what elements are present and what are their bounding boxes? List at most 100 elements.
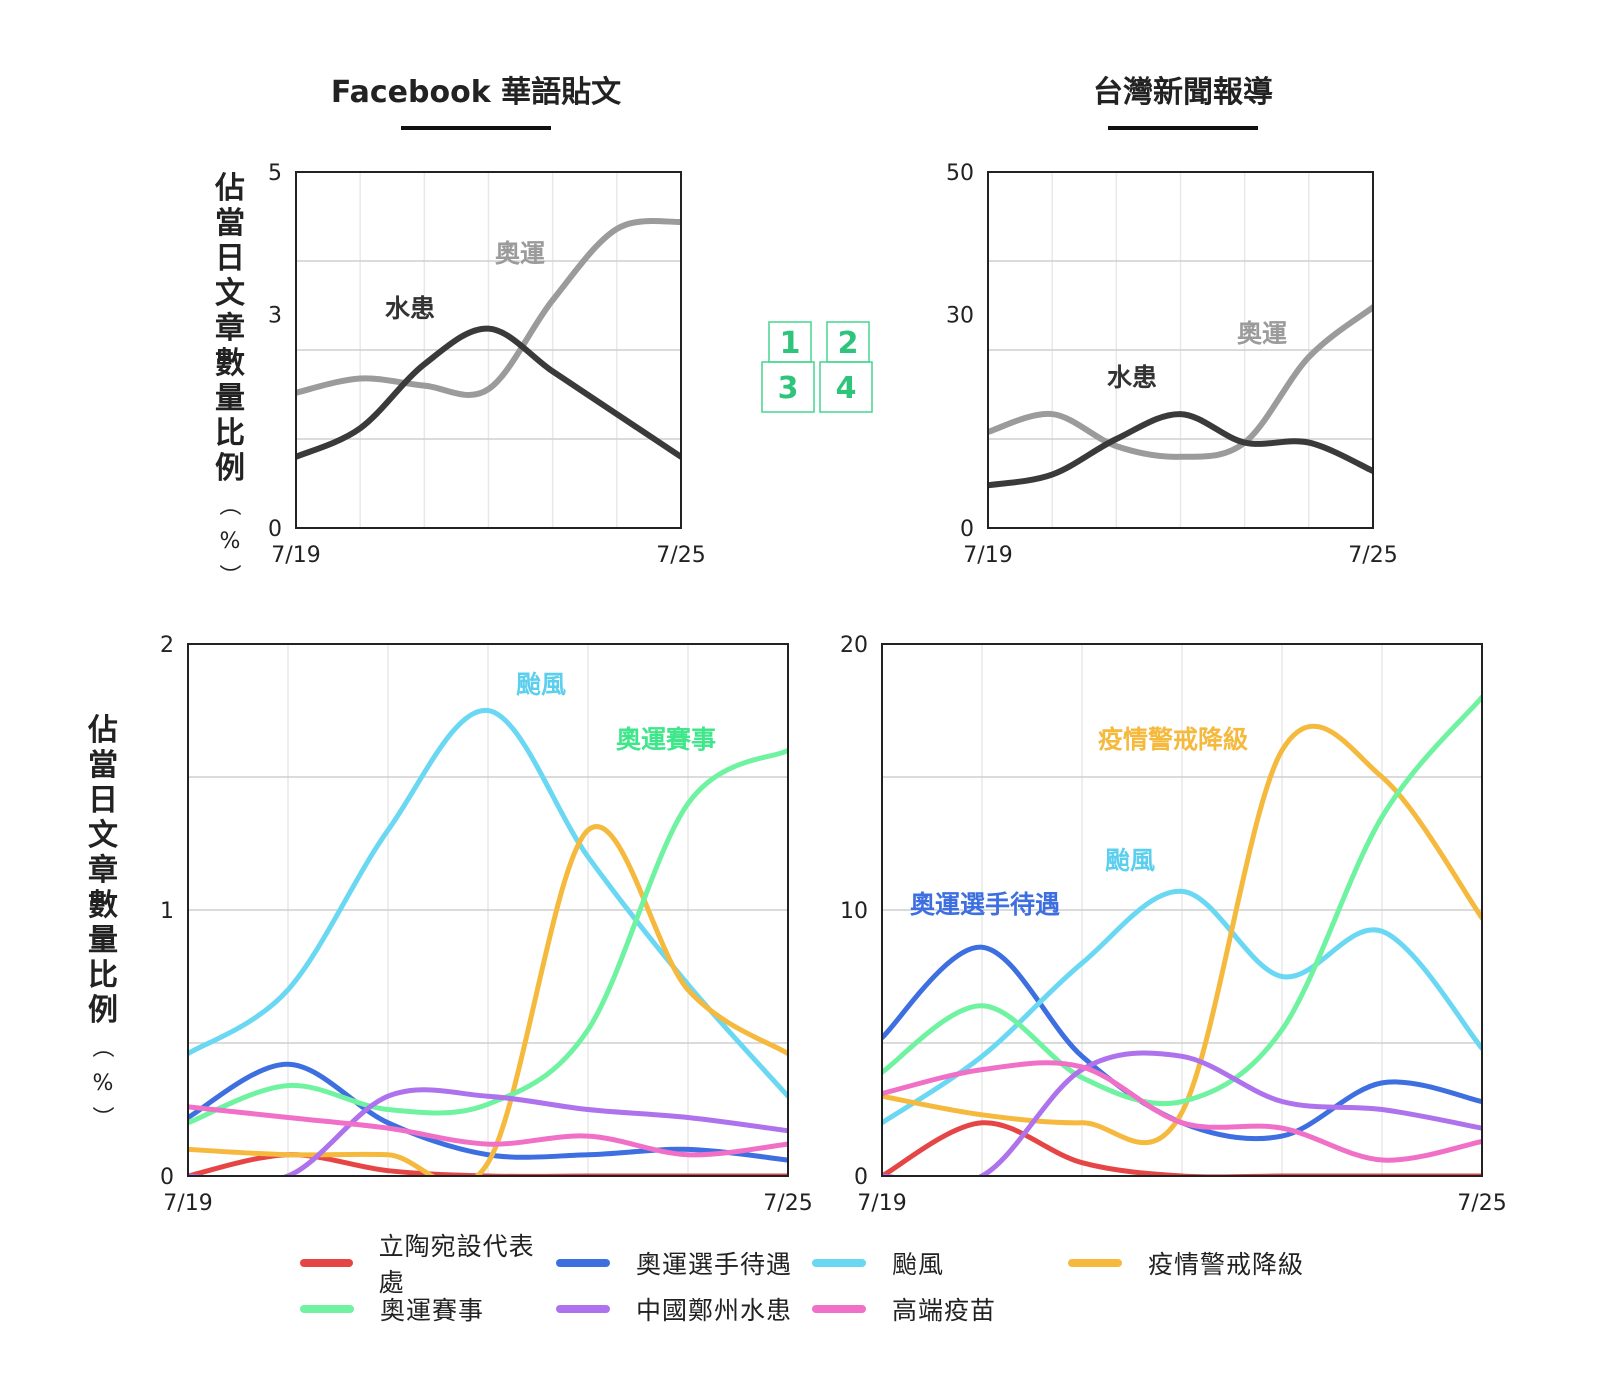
legend-swatch bbox=[812, 1259, 866, 1267]
series-label: 颱風 bbox=[1105, 846, 1155, 875]
series-line bbox=[882, 723, 1482, 1146]
y-axis-label-char: 章 bbox=[88, 853, 118, 888]
panel-index-number: 2 bbox=[838, 326, 859, 361]
title-underline bbox=[401, 126, 551, 130]
plot-frame bbox=[187, 643, 789, 1177]
y-axis-label-char: 日 bbox=[215, 241, 245, 276]
series-line bbox=[296, 325, 681, 460]
legend-label: 立陶宛設代表處 bbox=[378, 1232, 535, 1297]
series-group bbox=[188, 707, 788, 1176]
x-tick-label: 7/25 bbox=[763, 1191, 812, 1216]
y-axis-label-char: 日 bbox=[88, 783, 118, 818]
series-line bbox=[188, 707, 788, 1099]
legend-item: 疫情警戒降級 bbox=[1068, 1245, 1324, 1281]
y-tick-label: 1 bbox=[160, 899, 174, 924]
series-line bbox=[988, 304, 1373, 460]
y-tick-label: 20 bbox=[840, 633, 868, 658]
legend-label: 奧運選手待遇 bbox=[636, 1250, 793, 1279]
series-group bbox=[988, 304, 1373, 489]
series-line bbox=[882, 888, 1482, 1126]
y-axis-label-char: 佔 bbox=[87, 713, 118, 748]
legend-item: 高端疫苗 bbox=[812, 1291, 1068, 1327]
x-tick-label: 7/25 bbox=[656, 543, 705, 568]
legend-swatch bbox=[556, 1259, 610, 1267]
y-tick-label: 0 bbox=[268, 517, 282, 542]
y-axis-label-char: 文 bbox=[88, 818, 118, 853]
plot-frame bbox=[987, 171, 1374, 529]
legend-item: 奧運賽事 bbox=[300, 1291, 556, 1327]
plot-frame bbox=[295, 171, 682, 529]
y-tick-label: 0 bbox=[854, 1165, 868, 1190]
y-axis-label-char: % bbox=[93, 1071, 114, 1096]
series-line bbox=[882, 694, 1482, 1107]
y-axis-label-char: 當 bbox=[215, 206, 245, 241]
y-axis-label-char: 例 bbox=[88, 993, 118, 1028]
y-axis-label-char: 例 bbox=[215, 451, 245, 486]
legend-swatch bbox=[812, 1305, 866, 1313]
y-tick-label: 2 bbox=[160, 633, 174, 658]
series-line bbox=[188, 747, 788, 1126]
series-label: 水患 bbox=[1107, 363, 1157, 392]
y-tick-label: 30 bbox=[946, 303, 974, 328]
panel-index-number: 4 bbox=[836, 371, 857, 406]
legend-row-1: 立陶宛設代表處 奧運選手待遇 颱風 疫情警戒降級 bbox=[300, 1232, 1340, 1297]
x-tick-label: 7/25 bbox=[1457, 1191, 1506, 1216]
y-axis-label-char: 佔 bbox=[214, 171, 245, 206]
chart-title: Facebook 華語貼文 bbox=[331, 75, 621, 110]
series-line bbox=[188, 824, 788, 1176]
legend-label: 中國鄭州水患 bbox=[636, 1296, 793, 1325]
y-tick-label: 0 bbox=[960, 517, 974, 542]
legend-row-2: 奧運賽事 中國鄭州水患 高端疫苗 bbox=[300, 1286, 1340, 1332]
chart-title: 台灣新聞報導 bbox=[1093, 75, 1273, 110]
series-label: 奧運 bbox=[1237, 319, 1287, 348]
panel-index-box bbox=[819, 361, 873, 413]
legend-swatch bbox=[556, 1305, 610, 1313]
x-tick-label: 7/19 bbox=[963, 543, 1012, 568]
legend-swatch bbox=[300, 1305, 354, 1313]
series-group bbox=[882, 694, 1482, 1176]
series-label: 颱風 bbox=[516, 670, 566, 699]
y-axis-label-char: 量 bbox=[88, 923, 118, 958]
series-label: 疫情警戒降級 bbox=[1098, 725, 1248, 754]
chart-panel-4: 0 10 20 7/19 7/25 奧運選手待遇 颱風 疫情警戒降級 bbox=[840, 633, 1507, 1216]
legend-label: 奧運賽事 bbox=[380, 1296, 485, 1325]
y-tick-label: 50 bbox=[946, 161, 974, 186]
panel-index-number: 3 bbox=[778, 371, 799, 406]
x-tick-label: 7/19 bbox=[857, 1191, 906, 1216]
y-axis-label-char: 數 bbox=[88, 888, 118, 923]
legend-label: 疫情警戒降級 bbox=[1148, 1250, 1305, 1279]
series-line bbox=[188, 1061, 788, 1163]
y-axis-label-char: ） bbox=[89, 1106, 114, 1128]
panel-index-box bbox=[761, 361, 815, 413]
series-label: 水患 bbox=[385, 294, 435, 323]
legend-item: 奧運選手待遇 bbox=[556, 1245, 812, 1281]
y-axis-label-char: （ bbox=[216, 494, 241, 516]
series-group bbox=[296, 218, 681, 460]
y-axis-label-char: 當 bbox=[88, 748, 118, 783]
series-label: 奧運選手待遇 bbox=[910, 890, 1060, 919]
legend-swatch bbox=[1068, 1259, 1122, 1267]
legend-item: 中國鄭州水患 bbox=[556, 1291, 812, 1327]
series-line bbox=[188, 1104, 788, 1158]
y-axis-label-char: % bbox=[220, 529, 241, 554]
y-axis-label-char: （ bbox=[89, 1036, 114, 1058]
legend-item: 颱風 bbox=[812, 1245, 1068, 1281]
y-axis-label-char: 文 bbox=[215, 276, 245, 311]
legend-item: 立陶宛設代表處 bbox=[300, 1227, 556, 1299]
y-axis-label-char: 章 bbox=[215, 311, 245, 346]
y-axis-label-char: 量 bbox=[215, 381, 245, 416]
legend-label: 颱風 bbox=[892, 1250, 945, 1279]
series-line bbox=[988, 411, 1373, 489]
plot-frame bbox=[881, 643, 1483, 1177]
legend: 立陶宛設代表處 奧運選手待遇 颱風 疫情警戒降級 奧運賽事 中國鄭州水患 高端疫… bbox=[300, 1232, 1340, 1332]
legend-swatch bbox=[300, 1259, 353, 1267]
x-tick-label: 7/19 bbox=[163, 1191, 212, 1216]
legend-label: 高端疫苗 bbox=[892, 1296, 997, 1325]
y-tick-label: 0 bbox=[160, 1165, 174, 1190]
y-axis-label-char: 數 bbox=[215, 346, 245, 381]
title-underline bbox=[1108, 126, 1258, 130]
